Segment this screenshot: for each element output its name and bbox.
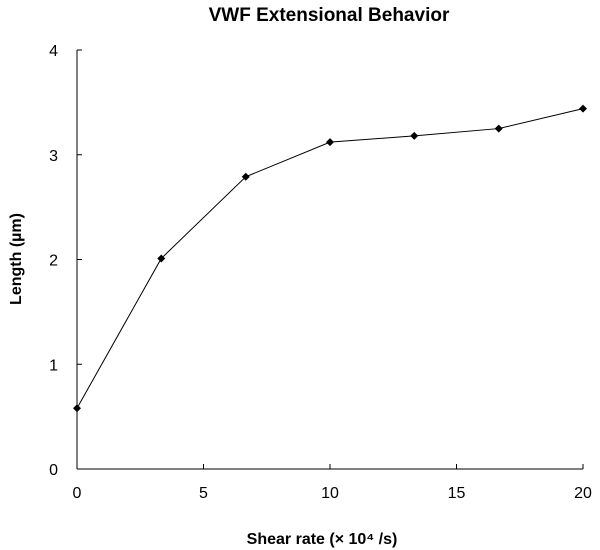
y-tick-label: 4 <box>49 43 58 60</box>
x-tick-label: 5 <box>199 485 208 502</box>
data-point <box>157 254 166 263</box>
series-group <box>73 104 587 413</box>
y-tick-label: 1 <box>49 357 58 374</box>
x-tick-label: 0 <box>73 485 82 502</box>
data-point <box>73 404 81 413</box>
data-point <box>410 131 419 140</box>
x-ticks: 0 5 10 15 20 <box>73 464 592 502</box>
y-ticks: 0 1 2 3 4 <box>49 43 82 479</box>
x-axis-label: Shear rate (× 10⁴ /s) <box>247 531 398 548</box>
series-line <box>76 108 584 409</box>
y-tick-label: 3 <box>49 148 58 165</box>
data-point <box>494 124 503 133</box>
axes <box>76 50 583 470</box>
chart-title: VWF Extensional Behavior <box>209 5 450 26</box>
data-point <box>241 172 250 181</box>
x-tick-label: 10 <box>321 485 339 502</box>
y-tick-label: 2 <box>49 253 58 270</box>
x-tick-label: 20 <box>574 485 592 502</box>
data-point <box>579 104 587 113</box>
x-tick-label: 15 <box>448 485 466 502</box>
y-tick-label: 0 <box>49 462 58 479</box>
data-point <box>326 138 334 147</box>
y-axis-label: Length (µm) <box>8 213 25 305</box>
